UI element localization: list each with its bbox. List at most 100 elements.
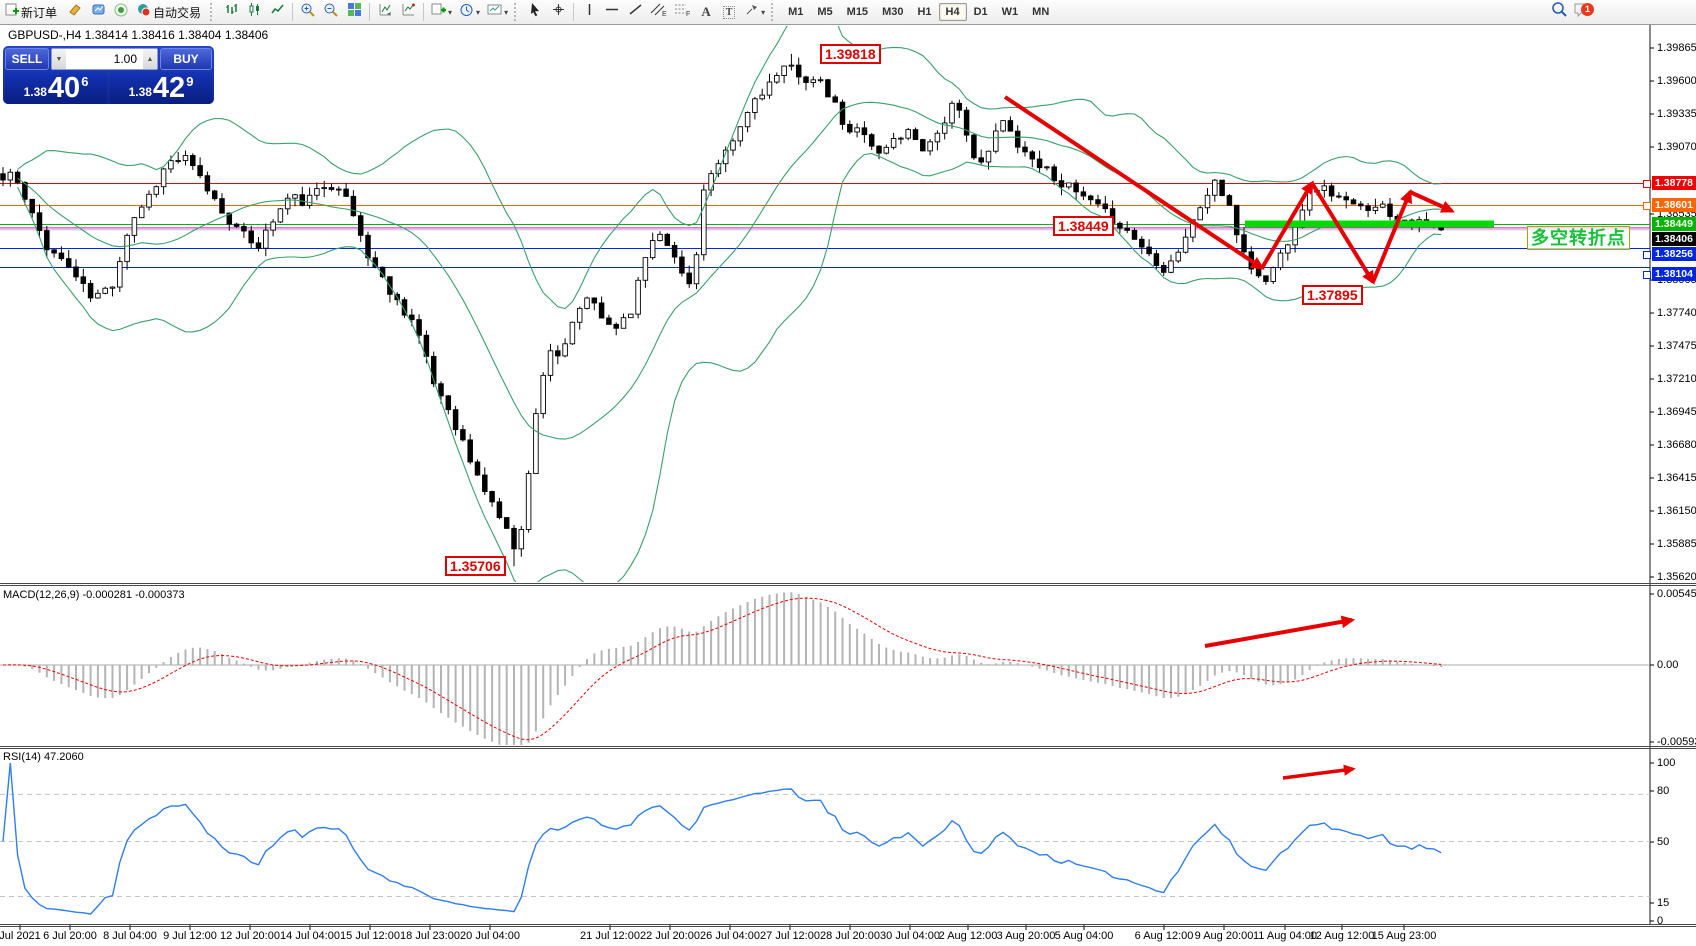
- time-tick-label: 6 Jul 20:00: [43, 930, 97, 942]
- equidistant-channel-tool[interactable]: E: [647, 2, 670, 23]
- rsi-pane: [0, 762, 1650, 915]
- template-button[interactable]: ▾: [484, 2, 511, 23]
- auto-trading-icon: [136, 2, 152, 22]
- price-tick-label: 1.39335: [1657, 108, 1696, 120]
- chart-shift-icon: [401, 2, 416, 22]
- timeframe-m5[interactable]: M5: [817, 6, 833, 18]
- horizontal-line-tool[interactable]: [601, 2, 623, 23]
- notification-badge: 1: [1581, 2, 1594, 16]
- time-tick-label: 6 Aug 12:00: [1134, 930, 1194, 942]
- timeframe-d1[interactable]: D1: [973, 6, 988, 18]
- period-button[interactable]: ▾: [456, 2, 483, 23]
- auto-scroll-icon: [378, 2, 393, 22]
- metaeditor-icon: [68, 2, 83, 22]
- auto-trading-button[interactable]: 自动交易: [133, 2, 207, 23]
- bar-chart-icon: [224, 2, 239, 22]
- timeframe-h4[interactable]: H4: [938, 3, 967, 21]
- cursor-tool-button[interactable]: [524, 2, 546, 23]
- volume-input[interactable]: 1.00: [113, 52, 137, 66]
- add-indicator-button[interactable]: ▾: [428, 2, 455, 23]
- metaeditor-button[interactable]: [64, 2, 86, 23]
- pane-separator[interactable]: [0, 748, 1696, 749]
- sell-price-base: 1.38: [23, 85, 47, 99]
- tile-windows-button[interactable]: [343, 2, 365, 23]
- pane-separator[interactable]: [0, 583, 1696, 584]
- toolbar-separator: [423, 3, 425, 21]
- pane-separator: [0, 924, 1696, 925]
- time-tick-label: 15 Jul 12:00: [340, 930, 400, 942]
- toolbar-grip: [771, 3, 778, 21]
- pane-separator[interactable]: [0, 746, 1696, 747]
- chart-shift-button[interactable]: [397, 2, 419, 23]
- candles: [0, 53, 1444, 567]
- price-tick-label: 1.39600: [1657, 75, 1696, 87]
- tile-windows-icon: [347, 2, 362, 22]
- time-tick-label: 22 Jul 20:00: [640, 930, 700, 942]
- toolbar-separator: [292, 3, 294, 21]
- indicator-tick-label: 50: [1657, 836, 1670, 848]
- notifications-button[interactable]: 1: [1571, 2, 1594, 22]
- price-tick-label: 1.36680: [1657, 439, 1696, 451]
- channel-icon: E: [650, 2, 667, 22]
- timeframe-w1[interactable]: W1: [1001, 6, 1019, 18]
- price-badge: 1.38601: [1652, 198, 1696, 212]
- bar-chart-mode-button[interactable]: [220, 2, 242, 23]
- line-handle[interactable]: [1643, 251, 1651, 259]
- main-toolbar: 新订单 自动交易 ▾ ▾ ▾: [0, 0, 1696, 25]
- line-handle[interactable]: [1643, 180, 1651, 188]
- pane-separator: [0, 926, 1696, 927]
- horizontal-line-icon: [604, 2, 620, 22]
- time-tick-label: 12 Aug 12:00: [1309, 930, 1375, 942]
- volume-up-button[interactable]: ▲: [143, 49, 157, 69]
- line-handle[interactable]: [1643, 202, 1651, 210]
- terminal-button[interactable]: [87, 2, 109, 23]
- sell-price-pips: 40: [47, 72, 81, 104]
- price-tick-label: 1.35885: [1657, 538, 1696, 550]
- vertical-line-tool[interactable]: [578, 2, 600, 23]
- shapes-tool[interactable]: ▾: [741, 2, 768, 23]
- price-annotation-label[interactable]: 1.37895: [1302, 285, 1363, 305]
- price-annotation-label[interactable]: 1.39818: [820, 44, 881, 64]
- volume-down-button[interactable]: ▼: [52, 49, 66, 69]
- crosshair-tool-button[interactable]: [547, 2, 569, 23]
- auto-scroll-button[interactable]: [374, 2, 396, 23]
- timeframe-mn[interactable]: MN: [1032, 6, 1050, 18]
- timeframe-m1[interactable]: M1: [788, 6, 804, 18]
- zoom-out-button[interactable]: [320, 2, 342, 23]
- buy-price-point: 9: [186, 74, 194, 89]
- candlestick-mode-button[interactable]: [243, 2, 265, 23]
- search-button[interactable]: [1548, 1, 1571, 22]
- line-handle[interactable]: [1643, 271, 1651, 279]
- new-order-button[interactable]: 新订单: [2, 2, 63, 23]
- sell-button[interactable]: SELL: [5, 48, 49, 70]
- pane-separator[interactable]: [0, 585, 1696, 586]
- line-chart-mode-button[interactable]: [266, 2, 288, 23]
- toolbar-grip: [210, 3, 217, 21]
- toolbar-separator: [573, 3, 575, 21]
- zoom-in-button[interactable]: [297, 2, 319, 23]
- text-tool[interactable]: A: [695, 2, 717, 23]
- fibonacci-tool[interactable]: F: [671, 2, 694, 23]
- trend-arrow: [1409, 190, 1455, 213]
- add-indicator-icon: [431, 2, 447, 22]
- signals-button[interactable]: [110, 2, 132, 23]
- time-tick-label: 9 Aug 20:00: [1194, 930, 1254, 942]
- timeframe-m30[interactable]: M30: [882, 6, 904, 18]
- price-annotation-label[interactable]: 1.38449: [1053, 216, 1114, 236]
- text-label-tool[interactable]: T: [718, 2, 740, 23]
- buy-button[interactable]: BUY: [160, 48, 212, 70]
- trendline-tool[interactable]: [624, 2, 646, 23]
- timeframe-h1[interactable]: H1: [917, 6, 932, 18]
- dropdown-caret: ▾: [448, 7, 453, 17]
- buy-price[interactable]: 1.38 42 9: [110, 72, 212, 104]
- trend-arrow: [1204, 615, 1356, 648]
- turning-point-text[interactable]: 多空转折点: [1527, 226, 1630, 250]
- price-badge: 1.38406: [1652, 232, 1696, 246]
- sell-price[interactable]: 1.38 40 6: [5, 72, 107, 104]
- price-tick-label: 1.37210: [1657, 373, 1696, 385]
- template-icon: [487, 2, 503, 22]
- timeframe-m15[interactable]: M15: [846, 6, 869, 18]
- price-annotation-label[interactable]: 1.35706: [445, 556, 506, 576]
- trend-arrow: [1003, 95, 1265, 270]
